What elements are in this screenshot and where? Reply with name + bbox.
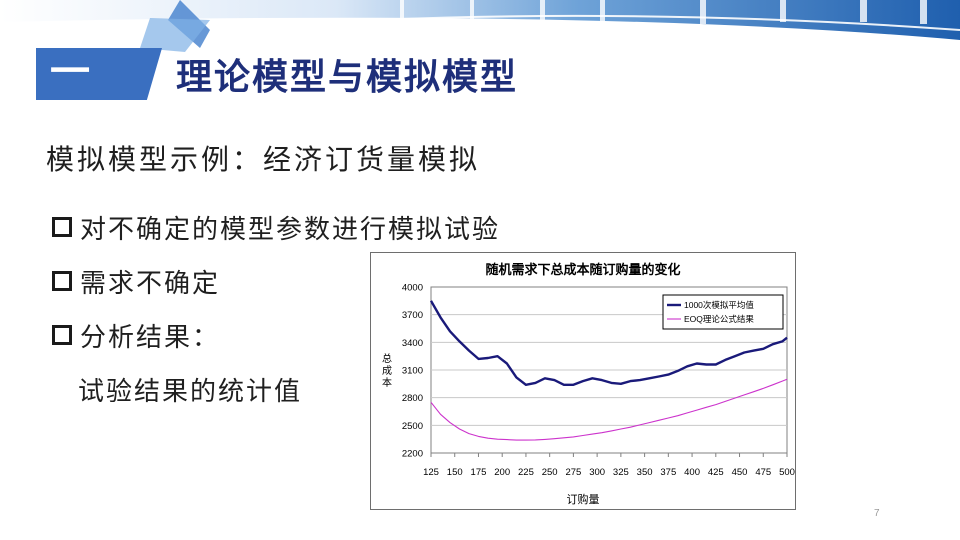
x-tick-label: 500 bbox=[779, 467, 795, 478]
x-tick-label: 425 bbox=[708, 467, 724, 478]
y-axis-label: 总成本 bbox=[380, 352, 392, 389]
series-line-2 bbox=[430, 378, 788, 441]
x-tick-label: 400 bbox=[684, 467, 700, 478]
x-tick-label: 175 bbox=[471, 467, 487, 478]
y-tick-label: 2800 bbox=[402, 393, 423, 404]
square-bullet-icon bbox=[52, 271, 72, 291]
bullet-text: 需求不确定 bbox=[80, 268, 221, 299]
y-tick-label: 3100 bbox=[402, 366, 423, 377]
page-number: 7 bbox=[874, 508, 880, 519]
bullet-text: 试验结果的统计值 bbox=[78, 376, 303, 407]
section-number: 一 bbox=[50, 49, 90, 95]
x-tick-label: 350 bbox=[637, 467, 653, 478]
series-line-1 bbox=[429, 300, 788, 387]
y-tick-label: 4000 bbox=[402, 283, 423, 294]
x-tick-label: 475 bbox=[755, 467, 771, 478]
bullet-item: 对不确定的模型参数进行模拟试验 bbox=[52, 200, 500, 254]
bullet-subitem: 试验结果的统计值 bbox=[52, 362, 500, 416]
cost-chart: 随机需求下总成本随订购量的变化 2200 2500 2800 3100 3400 3700 4… bbox=[380, 262, 795, 506]
y-tick-label: 2200 bbox=[402, 449, 423, 460]
bullet-item: 需求不确定 bbox=[52, 254, 500, 308]
slide-title: 理论模型与模拟模型 bbox=[176, 56, 519, 98]
slide-subtitle: 模拟模型示例：经济订货量模拟 bbox=[46, 143, 481, 176]
x-tick-label: 300 bbox=[589, 467, 605, 478]
legend-box bbox=[662, 294, 784, 330]
section-badge bbox=[36, 48, 162, 100]
x-tick-label: 200 bbox=[494, 467, 510, 478]
header-decoration bbox=[0, 0, 960, 52]
bullet-text: 分析结果： bbox=[80, 322, 221, 353]
chart-title: 随机需求下总成本随订购量的变化 bbox=[485, 262, 680, 277]
x-tick-label: 375 bbox=[660, 467, 676, 478]
x-tick-label: 275 bbox=[565, 467, 581, 478]
x-tick-label: 125 bbox=[423, 467, 439, 478]
square-bullet-icon bbox=[52, 325, 72, 345]
bullet-list: 对不确定的模型参数进行模拟试验 需求不确定 分析结果： 试验结果的统计值 bbox=[52, 200, 500, 416]
x-tick-label: 225 bbox=[518, 467, 534, 478]
chart-container: 随机需求下总成本随订购量的变化 2200 2500 2800 3100 3400 3700 4… bbox=[370, 252, 796, 510]
x-tick-label: 450 bbox=[732, 467, 748, 478]
x-tick-label: 250 bbox=[542, 467, 558, 478]
x-tick-label: 325 bbox=[613, 467, 629, 478]
y-tick-label: 2500 bbox=[402, 421, 423, 432]
x-tick-label: 150 bbox=[447, 467, 463, 478]
x-axis-label: 订购量 bbox=[567, 492, 600, 506]
legend-label: EOQ理论公式结果 bbox=[684, 314, 754, 324]
bullet-text: 对不确定的模型参数进行模拟试验 bbox=[80, 214, 501, 245]
bullet-item: 分析结果： bbox=[52, 308, 500, 362]
y-tick-label: 3400 bbox=[402, 338, 423, 349]
y-tick-label: 3700 bbox=[402, 310, 423, 321]
square-bullet-icon bbox=[52, 217, 72, 237]
legend-label: 1000次模拟平均值 bbox=[684, 300, 754, 310]
